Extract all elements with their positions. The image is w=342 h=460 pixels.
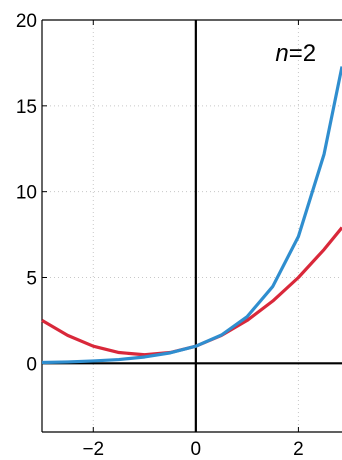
series-line-1 (41, 226, 342, 357)
x-tick-label: −2 (82, 439, 104, 460)
axes (41, 19, 342, 433)
y-tick-label: 20 (16, 11, 37, 32)
series-layer (41, 66, 342, 365)
annotation-italic: n (275, 40, 288, 67)
x-tick-label: 0 (191, 439, 202, 460)
x-tick-label: 2 (293, 439, 304, 460)
grid (42, 19, 342, 432)
series-line-2 (41, 66, 342, 365)
chart-annotation: n=2 (275, 40, 316, 67)
y-tick-label: 10 (16, 183, 37, 204)
y-tick-label: 15 (16, 97, 37, 118)
y-tick-label: 0 (26, 354, 37, 375)
y-tick-label: 5 (26, 269, 37, 290)
annotation-rest: =2 (289, 40, 316, 67)
